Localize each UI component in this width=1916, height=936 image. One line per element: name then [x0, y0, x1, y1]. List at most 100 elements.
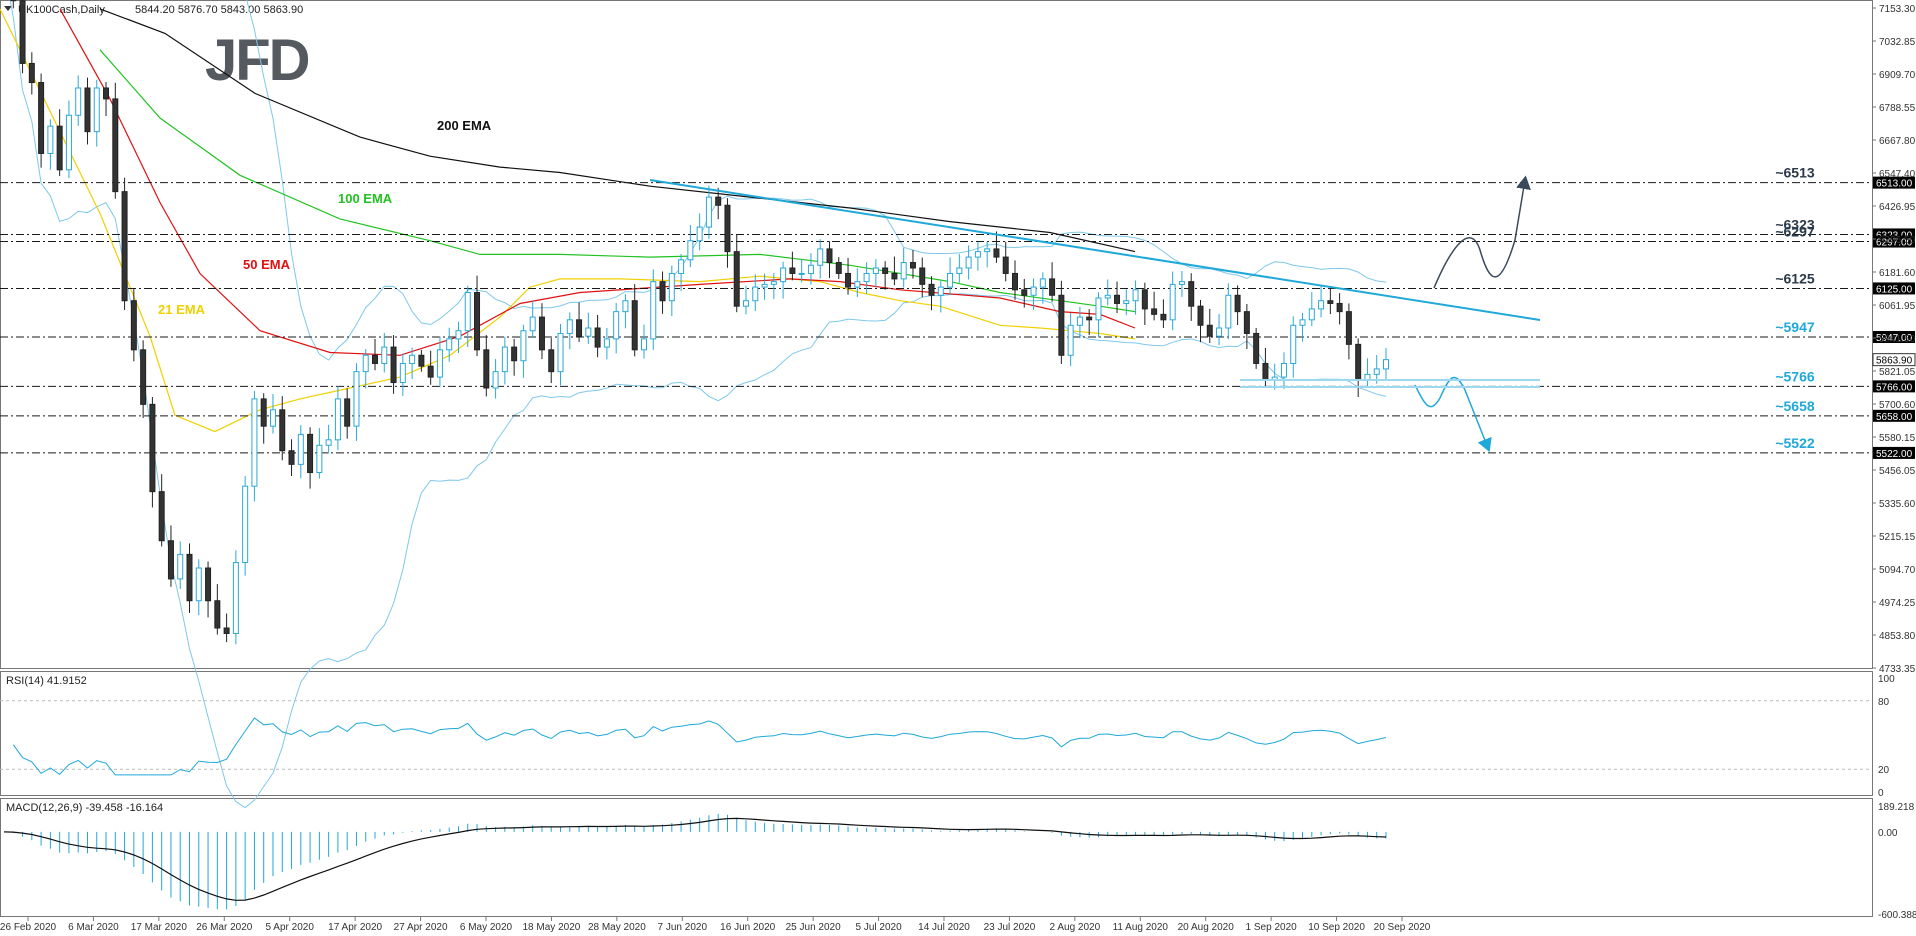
time-tick-label: 27 Apr 2020 [394, 922, 448, 933]
candle-body [520, 330, 527, 362]
candle-body [455, 330, 462, 340]
candle-body [659, 281, 666, 302]
price-tick-label: 7153.30 [1879, 4, 1916, 15]
time-tick-label: 10 Sep 2020 [1308, 922, 1365, 933]
time-tick-label: 5 Apr 2020 [266, 922, 315, 933]
candle-body [1383, 359, 1389, 370]
candle-body [112, 98, 119, 193]
price-tick-label: 5215.15 [1879, 532, 1916, 543]
candle-body [1114, 294, 1121, 304]
candle-body [826, 248, 833, 264]
rsi-line [12, 717, 1387, 776]
level-label: ~5766 [1775, 368, 1815, 384]
candle-body [344, 398, 351, 427]
price-tick-label: 6426.95 [1879, 202, 1916, 213]
ema-label: 21 EMA [158, 302, 206, 317]
candle-body [743, 300, 750, 307]
candle-body [307, 433, 314, 474]
candle-body [381, 346, 388, 364]
candle-body [891, 272, 898, 280]
price-tick-label: 6547.40 [1879, 169, 1916, 180]
candle-body [965, 256, 972, 269]
support-resistance-levels: ~65136513.00~63236323.00~62976297.00~612… [0, 165, 1916, 460]
chart-ohlc: 5844.20 5876.70 5843.00 5863.90 [135, 4, 303, 16]
time-tick-label: 17 Apr 2020 [328, 922, 382, 933]
candle-body [1039, 278, 1046, 288]
candle-body [1123, 300, 1130, 304]
level-price-tag-text: 5658.00 [1876, 412, 1913, 423]
candle-body [909, 262, 916, 269]
price-tick-label: 5941.50 [1879, 334, 1916, 345]
candle-body [1299, 319, 1306, 326]
time-tick-label: 14 Jul 2020 [918, 922, 970, 933]
candle-body [705, 196, 712, 228]
candle-body [1364, 373, 1371, 381]
price-tick-label: 6788.55 [1879, 103, 1916, 114]
level-price-tag [1873, 330, 1915, 343]
candle-body [872, 267, 879, 274]
candle-body [474, 292, 481, 351]
level-label: ~6323 [1775, 216, 1815, 232]
level-label: ~5658 [1775, 398, 1815, 414]
candle-body [733, 251, 740, 307]
candle-body [1058, 294, 1065, 356]
candle-body [1225, 294, 1232, 329]
ema-label: 100 EMA [338, 191, 393, 206]
time-tick-label: 6 May 2020 [460, 922, 513, 933]
time-tick-label: 7 Jun 2020 [658, 922, 708, 933]
candle-body [242, 485, 249, 564]
candle-body [770, 281, 777, 285]
rsi-tick-label: 20 [1878, 765, 1890, 776]
candle-body [594, 327, 601, 348]
bollinger-bands [9, 0, 1387, 809]
candle-body [956, 267, 963, 274]
candle-body [761, 283, 768, 288]
candle-body [167, 540, 174, 580]
candle-body [937, 286, 944, 296]
level-label: ~6297 [1775, 224, 1815, 240]
level-price-tag [1873, 176, 1915, 189]
main-panel-frame [0, 0, 1873, 669]
candle-body [38, 82, 45, 154]
candle-body [1095, 297, 1102, 321]
macd-indicator: 189.218 0.00 -600.388 [3, 802, 1916, 921]
candle-body [1132, 289, 1139, 302]
candle-body [798, 272, 805, 275]
candle-body [10, 0, 17, 2]
candle-body [1234, 294, 1241, 313]
ema-lines [0, 8, 1136, 433]
candle-body [687, 240, 694, 261]
macd-tick-label: 189.218 [1878, 802, 1915, 813]
price-tick-label: 4974.25 [1879, 598, 1916, 609]
time-tick-label: 20 Aug 2020 [1178, 922, 1235, 933]
candle-body [334, 398, 341, 441]
candle-body [807, 264, 814, 274]
ema-label: 50 EMA [243, 257, 291, 272]
level-price-tag [1873, 446, 1915, 459]
time-tick-label: 20 Sep 2020 [1374, 922, 1431, 933]
candle-body [1345, 311, 1352, 345]
ema50-line [59, 8, 1136, 356]
candle-body [789, 267, 796, 274]
candle-body [130, 300, 137, 351]
candle-body [1002, 256, 1009, 274]
time-tick-label: 6 Mar 2020 [68, 922, 119, 933]
time-tick-label: 26 Mar 2020 [196, 922, 253, 933]
time-axis: 26 Feb 2020 6 Mar 2020 17 Mar 2020 26 Mar 2… [0, 917, 1431, 933]
price-tick-label: 5335.60 [1879, 499, 1916, 510]
candle-body [158, 491, 165, 542]
candle-body [149, 403, 156, 493]
bullish-scenario-arrow [1433, 175, 1531, 289]
rsi-panel-frame [0, 671, 1873, 796]
candle-body [863, 272, 870, 283]
candle-body [232, 562, 239, 634]
macd-label: MACD(12,26,9) -39.458 -16.164 [6, 802, 163, 814]
candle-body [464, 292, 471, 332]
candle-body [576, 319, 583, 337]
candle-body [93, 87, 100, 133]
candle-body [1327, 300, 1334, 304]
time-tick-label: 11 Aug 2020 [1113, 922, 1169, 933]
candle-body [372, 354, 379, 364]
dropdown-triangle-icon[interactable] [4, 6, 12, 11]
